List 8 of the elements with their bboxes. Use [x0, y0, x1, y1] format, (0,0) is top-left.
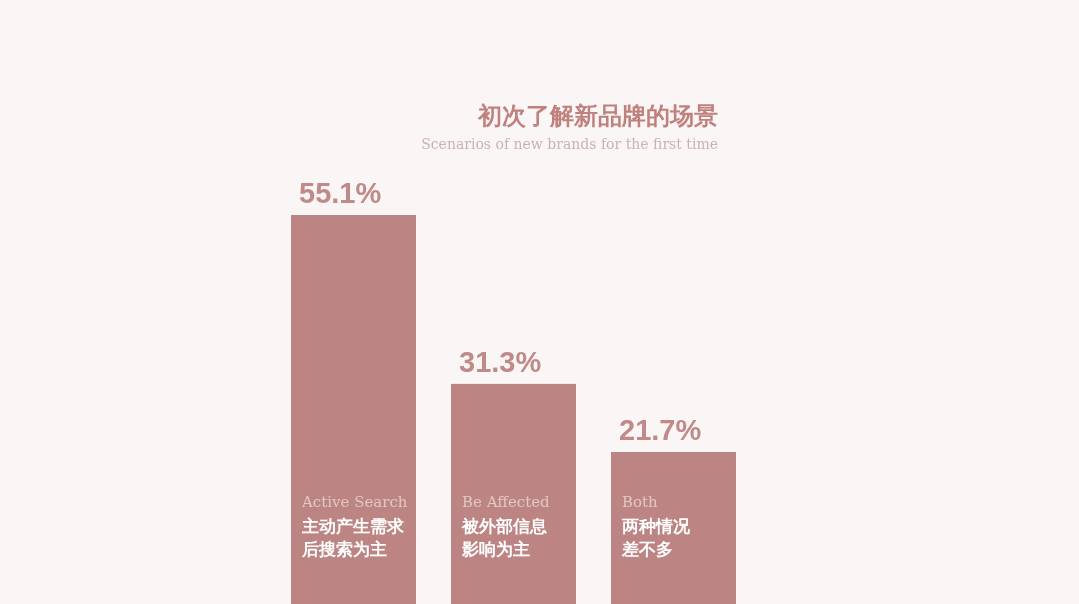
data-label: 31.3%	[459, 345, 542, 378]
chart-title: 初次了解新品牌的场景	[477, 102, 718, 130]
x-tick-label: Be Affected 被外部信息影响为主	[461, 493, 551, 559]
data-label: 55.1%	[299, 177, 382, 209]
chart-subtitle: Scenarios of new brands for the first time	[421, 136, 718, 152]
x-tick-label: Active Search 主动产生需求后搜索为主	[301, 493, 408, 559]
data-label: 21.7%	[619, 414, 702, 447]
x-tick-label: Both 两种情况差不多	[621, 493, 691, 559]
